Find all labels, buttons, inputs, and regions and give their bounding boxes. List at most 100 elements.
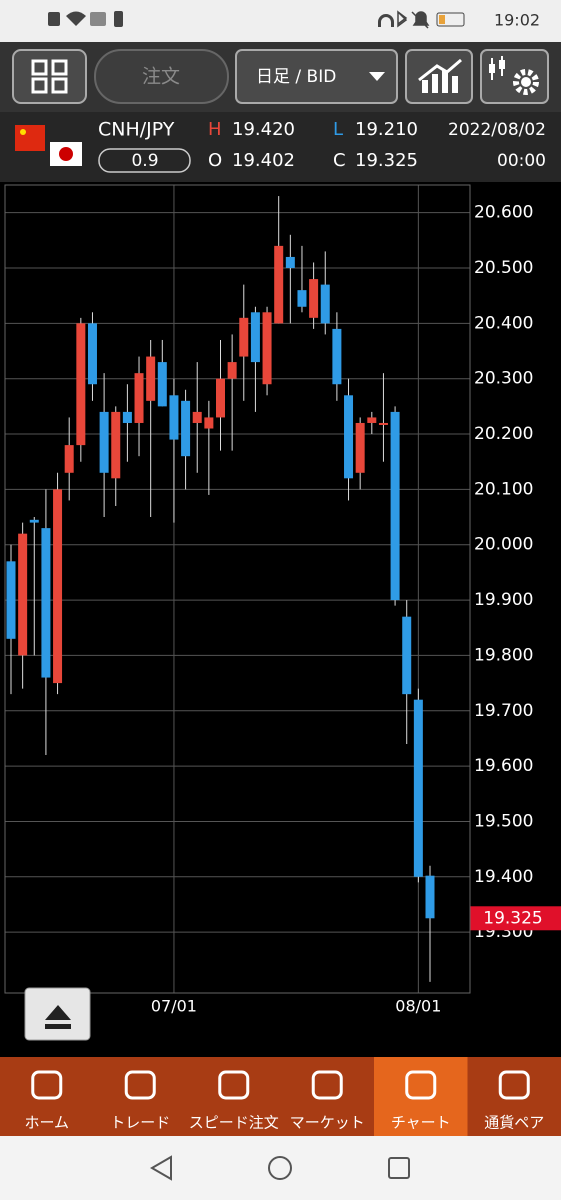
candle-body (99, 411, 109, 473)
candle-body (227, 362, 237, 379)
candle-body (204, 417, 214, 429)
candle-body (122, 411, 132, 423)
candle-body (6, 561, 16, 639)
candle-body (274, 245, 284, 324)
tab-icon (498, 1070, 530, 1100)
tab-label: チャート (391, 1114, 451, 1132)
candle-body (320, 284, 330, 324)
back-button[interactable] (150, 1155, 172, 1181)
y-tick-label: 20.300 (474, 369, 533, 389)
home-button[interactable] (268, 1156, 292, 1180)
collapse-button[interactable] (24, 987, 91, 1041)
order-button[interactable]: 注文 (94, 49, 229, 104)
low-value: 19.210 (355, 119, 418, 140)
system-nav (0, 1136, 561, 1200)
current-price-tag (470, 906, 561, 931)
tab[interactable]: チャート (374, 1057, 468, 1136)
candle-body (169, 395, 179, 440)
candle-body (157, 362, 167, 407)
plot-frame (4, 184, 471, 994)
tab-icon (124, 1070, 156, 1100)
candle-body (262, 312, 272, 385)
candle-body (309, 279, 319, 318)
flag-jp (50, 142, 82, 166)
tab-label: ホーム (24, 1114, 69, 1132)
high-value: 19.420 (232, 119, 295, 140)
y-tick-label: 20.500 (474, 258, 533, 278)
tab-icon (311, 1070, 343, 1100)
tab-icon (405, 1070, 437, 1100)
candle-body (344, 395, 354, 479)
candle-body (64, 445, 74, 473)
tab-bar (0, 1057, 561, 1136)
candle-body (53, 489, 63, 684)
recents-button[interactable] (388, 1157, 410, 1179)
candle-body (425, 875, 435, 919)
candle-body (367, 417, 377, 423)
x-tick-label: 07/01 (151, 997, 197, 1016)
pair: CNH/JPY (98, 119, 175, 141)
open-value: 19.402 (232, 150, 295, 171)
y-tick-label: 20.000 (474, 535, 533, 555)
candle-body (378, 422, 388, 425)
tab[interactable]: 通貨ペア (484, 1070, 544, 1132)
tab[interactable]: トレード (110, 1070, 170, 1132)
x-tick-label: 08/01 (395, 997, 441, 1016)
high-label: H (208, 119, 222, 140)
y-tick-label: 19.800 (474, 645, 533, 665)
candle-body (181, 400, 191, 457)
menu-button[interactable] (12, 49, 87, 104)
candle-body (285, 256, 295, 269)
y-tick-label: 19.900 (474, 590, 533, 610)
spread-pill (98, 148, 191, 173)
y-tick-label: 20.600 (474, 203, 533, 223)
candle-body (111, 411, 121, 479)
tab-label: スピード注文 (189, 1114, 279, 1132)
y-tick-label: 19.700 (474, 701, 533, 721)
candle-body (239, 317, 249, 357)
low-label: L (333, 119, 343, 140)
indicator-button[interactable] (405, 49, 473, 104)
quote-date: 2022/08/02 (448, 120, 546, 140)
chart: 20.600 20.500 20.400 20.300 20.200 20.100 20.0… (5, 185, 561, 1016)
candle-body (413, 699, 423, 877)
candle-body (146, 356, 156, 401)
candle-body (250, 312, 260, 363)
settings-button[interactable] (480, 49, 549, 104)
tab-label: マーケット (290, 1114, 365, 1132)
tab-icon (218, 1070, 250, 1100)
candle-body (87, 323, 97, 385)
candle-body (41, 528, 51, 678)
candle-body (332, 328, 342, 385)
y-tick-label: 19.600 (474, 756, 533, 776)
candle-body (76, 323, 86, 446)
status-icons (48, 10, 465, 29)
timeframe-dropdown[interactable]: 日足 / BID (235, 49, 398, 104)
tab-label: トレード (110, 1114, 170, 1132)
tab-label: 通貨ペア (484, 1114, 544, 1132)
candle-body (216, 378, 225, 418)
candle-body (402, 616, 412, 695)
tab[interactable]: マーケット (290, 1070, 365, 1132)
open-label: O (208, 150, 222, 171)
tabs: ホーム トレード スピード注文 マーケット チャート 通貨ペア (24, 1057, 544, 1136)
current-price-label: 19.325 (483, 908, 542, 928)
clock: 19:02 (494, 11, 540, 30)
candle-body (29, 519, 39, 523)
candle-body (390, 411, 400, 601)
spread: 0.9 (131, 151, 158, 171)
candle-body (134, 373, 144, 423)
y-tick-label: 20.100 (474, 479, 533, 499)
tab[interactable]: ホーム (24, 1070, 69, 1132)
y-tick-label: 20.400 (474, 313, 533, 333)
y-tick-label: 19.500 (474, 811, 533, 831)
tab[interactable]: スピード注文 (189, 1070, 279, 1132)
candle-body (192, 411, 202, 423)
y-tick-label: 20.200 (474, 424, 533, 444)
candle-body (355, 422, 365, 473)
candle-body (297, 290, 307, 307)
close-value: 19.325 (355, 150, 418, 171)
quote-time: 00:00 (497, 151, 546, 171)
